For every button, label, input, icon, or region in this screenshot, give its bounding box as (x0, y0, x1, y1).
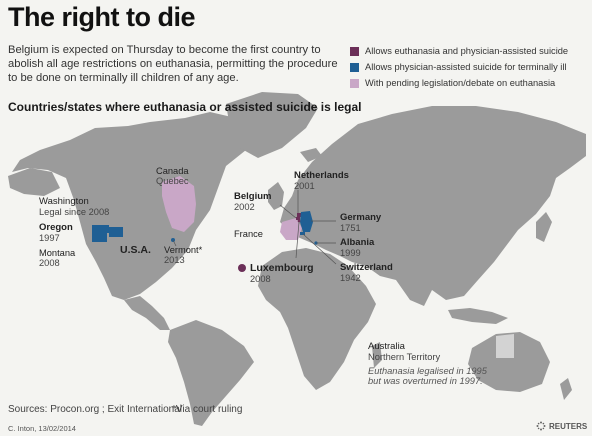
africa-landmass (258, 248, 376, 390)
legend-swatch-dark-purple (350, 46, 359, 56)
quebec-region (162, 176, 196, 232)
label-france: France (234, 229, 263, 239)
label-germany: Germany 1751 (340, 212, 381, 233)
label-switzerland: Switzerland 1942 (340, 262, 393, 283)
place-name: Oregon (39, 222, 73, 233)
germany-region (300, 211, 313, 232)
legend-item-pas-only: Allows physician-assisted suicide for te… (350, 62, 568, 72)
label-oregon: Oregon 1997 (39, 222, 73, 243)
belgium-region (296, 217, 300, 220)
leader-luxembourg (295, 221, 300, 259)
place-name: Albania (340, 237, 375, 248)
sources: Sources: Procon.org ; Exit International (8, 404, 182, 415)
label-washington: Washington Legal since 2008 (39, 196, 109, 217)
reuters-dots-icon (536, 421, 546, 431)
iceland-landmass (300, 148, 322, 162)
legend-swatch-light-purple (350, 78, 359, 88)
label-canada: Canada Quebec (156, 166, 189, 186)
luxembourg-marker (297, 219, 301, 223)
map-subtitle: Countries/states where euthanasia or ass… (8, 100, 362, 114)
place-detail: 1942 (340, 273, 361, 283)
indonesia-landmass (448, 308, 508, 324)
madagascar-landmass (372, 342, 382, 368)
place-detail: 1751 (340, 223, 361, 233)
luxembourg-dot-icon (238, 264, 246, 272)
leader-belgium (279, 204, 297, 219)
legend: Allows euthanasia and physician-assisted… (350, 46, 568, 88)
uk-landmass (268, 182, 284, 210)
place-detail: 2013 (164, 255, 185, 265)
place-name: Netherlands (294, 170, 349, 181)
northern-territory-region (496, 334, 514, 358)
australia-landmass (468, 332, 550, 392)
place-detail: 2008 (39, 258, 60, 268)
eurasia-landmass (280, 106, 586, 306)
legend-label: With pending legislation/debate on eutha… (365, 78, 556, 88)
central-america-landmass (124, 296, 170, 330)
australia-note-line-1: Euthanasia legalised in 1995 (368, 366, 487, 376)
legend-item-euthanasia-and-pas: Allows euthanasia and physician-assisted… (350, 46, 568, 56)
france-region (280, 218, 302, 240)
place-name: Canada (156, 166, 189, 176)
place-name: Australia (368, 341, 405, 352)
place-name: Germany (340, 212, 382, 223)
greenland-landmass (226, 92, 318, 158)
label-montana: Montana 2008 (39, 248, 75, 268)
legend-item-pending: With pending legislation/debate on eutha… (350, 78, 568, 88)
legend-label: Allows physician-assisted suicide for te… (365, 62, 567, 72)
credit: C. Inton, 13/02/2014 (8, 424, 76, 433)
north-america-landmass (12, 112, 250, 300)
place-name: Switzerland (340, 262, 393, 273)
place-detail: 1999 (340, 248, 361, 258)
washington-region (92, 225, 109, 233)
label-usa: U.S.A. (120, 244, 151, 256)
oregon-region (92, 233, 107, 242)
netherlands-region (297, 213, 301, 217)
place-name: Belgium (234, 191, 272, 202)
label-vermont: Vermont* 2013 (164, 245, 202, 265)
place-detail: Quebec (156, 176, 189, 186)
brand-logo: REUTERS (536, 421, 587, 431)
leader-switzerland (302, 233, 337, 265)
label-netherlands: Netherlands 2001 (294, 170, 349, 191)
place-name: Montana (39, 248, 76, 258)
montana-region (109, 227, 123, 237)
label-belgium: Belgium 2002 (234, 191, 271, 212)
label-australia: Australia Northern Territory Euthanasia … (368, 341, 487, 386)
australia-note-line-2: but was overturned in 1997. (368, 376, 483, 386)
place-detail: Northern Territory (368, 352, 441, 362)
legend-label: Allows euthanasia and physician-assisted… (365, 46, 569, 56)
place-name: Luxembourg (250, 262, 314, 274)
page-title: The right to die (8, 2, 196, 32)
alaska-landmass (8, 168, 60, 196)
place-detail: Legal since 2008 (39, 207, 110, 217)
leader-lines (172, 190, 337, 265)
japan-landmass (536, 212, 552, 242)
intro-text: Belgium is expected on Thursday to becom… (8, 44, 338, 84)
label-albania: Albania 1999 (340, 237, 374, 258)
new-zealand-landmass (560, 378, 572, 400)
footnote: *Via court ruling (172, 404, 243, 415)
place-detail: 1997 (39, 233, 60, 243)
place-name: Washington (39, 196, 89, 207)
place-name: Vermont* (164, 245, 203, 255)
south-america-landmass (168, 320, 254, 426)
switzerland-region (300, 232, 305, 235)
leader-vermont (172, 239, 177, 247)
place-detail: 2001 (294, 181, 315, 191)
brand-name: REUTERS (549, 421, 588, 431)
land-masses (8, 92, 586, 426)
place-detail: 2008 (250, 274, 271, 284)
legend-swatch-blue (350, 62, 359, 72)
label-luxembourg: Luxembourg 2008 (238, 262, 314, 284)
place-detail: 2002 (234, 202, 255, 212)
